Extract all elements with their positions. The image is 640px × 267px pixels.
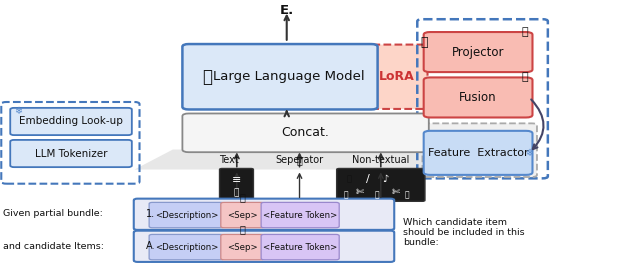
Text: 🦙: 🦙 (202, 68, 212, 86)
FancyBboxPatch shape (220, 168, 253, 201)
FancyBboxPatch shape (366, 45, 428, 109)
Text: LLM Tokenizer: LLM Tokenizer (35, 148, 108, 159)
Text: Fusion: Fusion (460, 91, 497, 104)
FancyBboxPatch shape (261, 202, 339, 228)
Text: 𝒯: 𝒯 (234, 188, 239, 197)
Text: Text: Text (220, 155, 239, 165)
Text: ❄: ❄ (525, 148, 533, 158)
Polygon shape (134, 150, 461, 170)
Text: /: / (367, 174, 370, 184)
Text: Feature  Extractor: Feature Extractor (428, 148, 529, 158)
Text: Projector: Projector (452, 46, 504, 58)
Text: Embedding Look-up: Embedding Look-up (19, 116, 123, 127)
FancyBboxPatch shape (10, 140, 132, 167)
Text: 𝑈: 𝑈 (374, 190, 379, 199)
Text: A.: A. (146, 241, 156, 251)
Text: <Description>: <Description> (155, 211, 218, 219)
Text: Which candidate item
should be included in this
bundle:: Which candidate item should be included … (403, 218, 525, 248)
Text: 🖼: 🖼 (347, 174, 352, 183)
Text: Seperator: Seperator (275, 155, 324, 165)
FancyBboxPatch shape (149, 234, 224, 260)
Text: ≡: ≡ (232, 175, 241, 185)
Text: 🔥: 🔥 (522, 72, 528, 83)
Text: <Sep>: <Sep> (227, 243, 258, 252)
Text: E.: E. (280, 4, 294, 17)
FancyBboxPatch shape (134, 231, 394, 262)
FancyBboxPatch shape (221, 202, 264, 228)
FancyBboxPatch shape (424, 131, 532, 175)
Text: ✄: ✄ (356, 187, 364, 197)
Text: Concat.: Concat. (282, 126, 330, 139)
FancyBboxPatch shape (149, 202, 224, 228)
Text: 🔥: 🔥 (522, 27, 528, 37)
Text: Non-textual: Non-textual (352, 155, 410, 165)
Text: 𝑀: 𝑀 (344, 190, 348, 199)
Text: ♪: ♪ (382, 174, 388, 184)
FancyBboxPatch shape (221, 234, 264, 260)
Text: Given partial bundle:: Given partial bundle: (3, 209, 103, 218)
FancyBboxPatch shape (182, 113, 429, 152)
FancyBboxPatch shape (424, 32, 532, 72)
FancyBboxPatch shape (182, 44, 378, 109)
FancyBboxPatch shape (10, 108, 132, 135)
Text: <Sep>: <Sep> (227, 211, 258, 219)
Text: 1.: 1. (146, 209, 155, 219)
FancyBboxPatch shape (422, 123, 537, 177)
Text: 🔥: 🔥 (420, 36, 428, 49)
Text: ❄: ❄ (14, 106, 22, 116)
FancyBboxPatch shape (337, 168, 425, 201)
Text: <Description>: <Description> (155, 243, 218, 252)
Text: <Feature Token>: <Feature Token> (263, 243, 337, 252)
Text: 🔥: 🔥 (239, 192, 246, 202)
Text: 𝐵: 𝐵 (405, 190, 410, 199)
FancyBboxPatch shape (424, 77, 532, 117)
Text: and candidate Items:: and candidate Items: (3, 242, 104, 251)
Text: 🔥: 🔥 (296, 155, 303, 165)
Text: <Feature Token>: <Feature Token> (263, 211, 337, 219)
Text: 🔥: 🔥 (239, 224, 246, 234)
Text: ✄: ✄ (392, 187, 400, 197)
FancyBboxPatch shape (261, 234, 339, 260)
Text: Large Language Model: Large Language Model (213, 70, 365, 83)
Text: LoRA: LoRA (379, 70, 415, 83)
FancyBboxPatch shape (134, 199, 394, 230)
